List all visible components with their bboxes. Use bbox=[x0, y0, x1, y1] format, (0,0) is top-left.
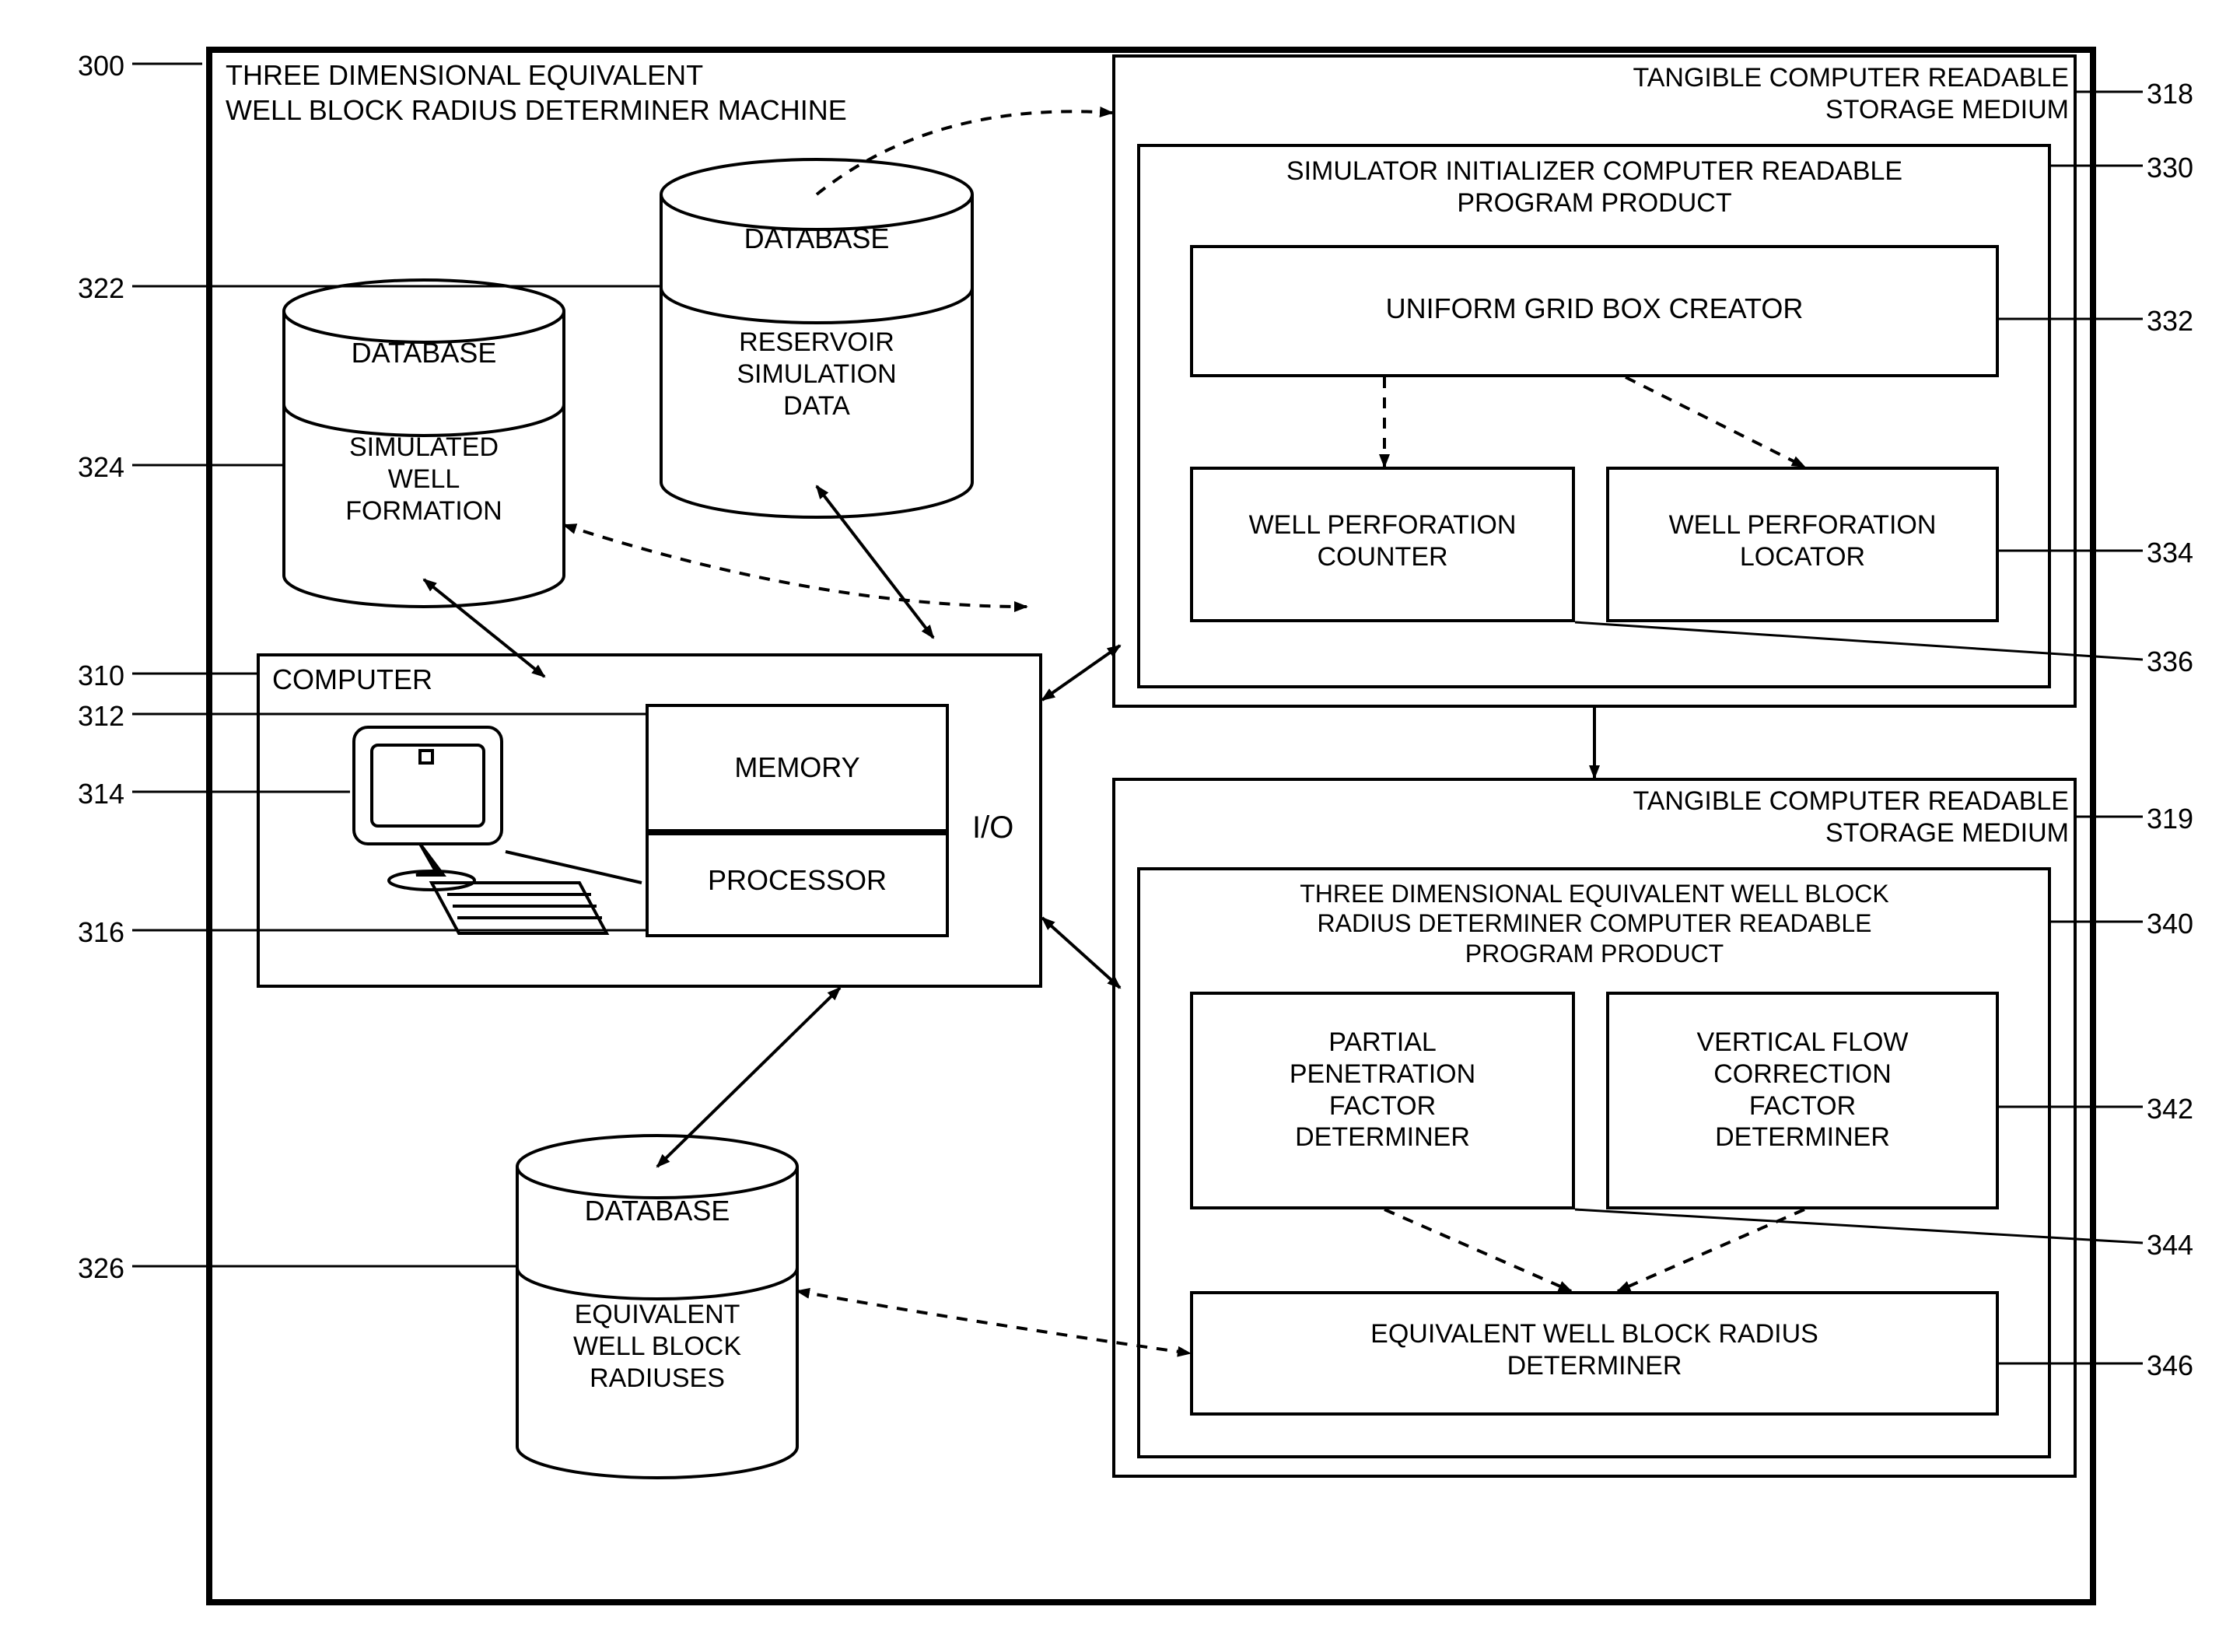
refnum-314: 314 bbox=[78, 778, 124, 810]
ewbr-label: EQUIVALENT WELL BLOCK RADIUSDETERMINER bbox=[1190, 1318, 1999, 1382]
processor-label: PROCESSOR bbox=[646, 863, 949, 897]
refnum-318: 318 bbox=[2147, 78, 2193, 110]
computer-title: COMPUTER bbox=[272, 663, 506, 696]
perf-locator-label: WELL PERFORATIONLOCATOR bbox=[1606, 509, 1999, 573]
refnum-322: 322 bbox=[78, 272, 124, 305]
refnum-344: 344 bbox=[2147, 1229, 2193, 1262]
refnum-334: 334 bbox=[2147, 537, 2193, 569]
bot-medium-inner-title: THREE DIMENSIONAL EQUIVALENT WELL BLOCKR… bbox=[1151, 879, 2038, 968]
refnum-336: 336 bbox=[2147, 646, 2193, 678]
main-title: THREE DIMENSIONAL EQUIVALENTWELL BLOCK R… bbox=[226, 58, 972, 128]
db2-body: SIMULATEDWELLFORMATION bbox=[284, 432, 564, 527]
top-medium-title: TANGIBLE COMPUTER READABLESTORAGE MEDIUM bbox=[1400, 62, 2069, 126]
refnum-340: 340 bbox=[2147, 908, 2193, 940]
refnum-346: 346 bbox=[2147, 1349, 2193, 1382]
memory-label: MEMORY bbox=[646, 751, 949, 784]
uniform-grid-label: UNIFORM GRID BOX CREATOR bbox=[1190, 292, 1999, 325]
top-medium-inner-title: SIMULATOR INITIALIZER COMPUTER READABLEP… bbox=[1151, 156, 2038, 219]
refnum-326: 326 bbox=[78, 1252, 124, 1285]
db1-title: DATABASE bbox=[661, 222, 972, 255]
db3-body: EQUIVALENTWELL BLOCKRADIUSES bbox=[517, 1299, 797, 1394]
refnum-342: 342 bbox=[2147, 1093, 2193, 1125]
bot-medium-title: TANGIBLE COMPUTER READABLESTORAGE MEDIUM bbox=[1400, 786, 2069, 849]
refnum-319: 319 bbox=[2147, 803, 2193, 835]
ppf-label: PARTIALPENETRATIONFACTORDETERMINER bbox=[1190, 1027, 1575, 1153]
refnum-330: 330 bbox=[2147, 152, 2193, 184]
io-label: I/O bbox=[972, 809, 1013, 846]
db3-title: DATABASE bbox=[517, 1194, 797, 1227]
perf-counter-label: WELL PERFORATIONCOUNTER bbox=[1190, 509, 1575, 573]
refnum-324: 324 bbox=[78, 451, 124, 484]
db2-title: DATABASE bbox=[284, 336, 564, 369]
refnum-332: 332 bbox=[2147, 305, 2193, 338]
refnum-316: 316 bbox=[78, 916, 124, 949]
db1-body: RESERVOIRSIMULATIONDATA bbox=[661, 327, 972, 422]
vfc-label: VERTICAL FLOWCORRECTIONFACTORDETERMINER bbox=[1606, 1027, 1999, 1153]
refnum-312: 312 bbox=[78, 700, 124, 733]
refnum-310: 310 bbox=[78, 660, 124, 692]
refnum-300: 300 bbox=[78, 50, 124, 82]
